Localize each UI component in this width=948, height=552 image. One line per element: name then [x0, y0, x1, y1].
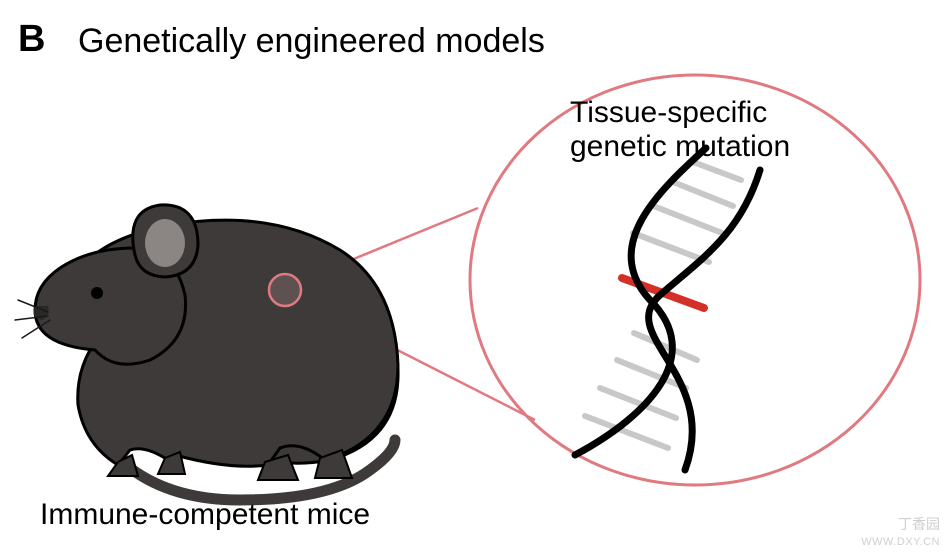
- callout-label-line2: genetic mutation: [570, 130, 790, 163]
- mouse-illustration: [15, 205, 398, 500]
- mouse-ear-inner: [145, 219, 185, 267]
- watermark-text: 丁香园: [898, 516, 940, 532]
- callout-label: Tissue-specific genetic mutation: [570, 96, 790, 163]
- callout-label-line1: Tissue-specific: [570, 96, 767, 129]
- figure-canvas: B Genetically engineered models: [0, 0, 948, 552]
- dna-helix: [575, 148, 760, 470]
- diagram-svg: Tissue-specific genetic mutation: [0, 0, 948, 552]
- tissue-marker: [269, 274, 301, 306]
- dna-rungs: [585, 162, 741, 448]
- watermark: 丁香园 WWW.DXY.CN: [861, 517, 940, 548]
- watermark-url: WWW.DXY.CN: [861, 536, 940, 548]
- mouse-eye: [91, 287, 103, 299]
- mouse-caption: Immune-competent mice: [40, 498, 370, 532]
